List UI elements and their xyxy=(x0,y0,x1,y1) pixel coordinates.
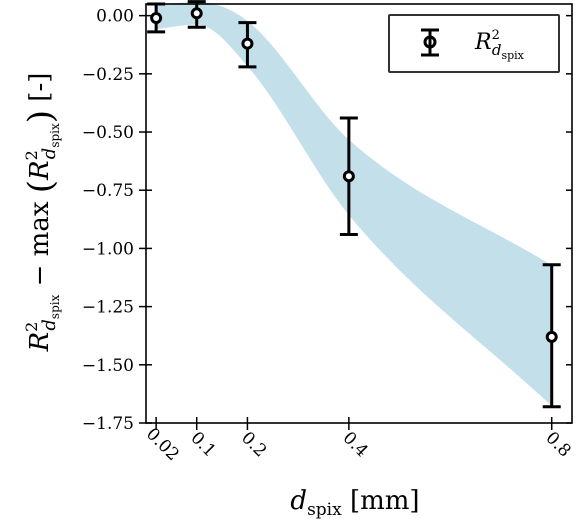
y-tick-label: −0.75 xyxy=(82,181,134,201)
y-tick-label: −1.00 xyxy=(82,239,134,259)
x-tick-label: 0.1 xyxy=(186,428,219,461)
y-tick-label: −1.75 xyxy=(82,414,134,434)
y-tick-label: −0.25 xyxy=(82,65,134,85)
data-point xyxy=(190,7,203,20)
x-tick-label: 0.8 xyxy=(541,428,574,461)
plot-frame xyxy=(145,3,573,424)
data-point xyxy=(545,330,558,343)
data-point xyxy=(342,170,355,183)
y-axis-title: R2dspix − max (R2dspix) [-] xyxy=(21,73,62,353)
svg-text:R2dspix − max (R2dspix) [-]: R2dspix − max (R2dspix) [-] xyxy=(21,73,62,353)
data-point xyxy=(150,11,163,24)
x-tick-label: 0.4 xyxy=(339,428,372,461)
legend-marker xyxy=(423,35,437,49)
y-tick-label: 0.00 xyxy=(96,7,134,27)
legend-label: R2 dspix xyxy=(474,28,525,62)
legend: R2 dspix xyxy=(388,14,560,73)
legend-box xyxy=(388,14,560,73)
confidence-band xyxy=(155,1,553,408)
y-tick-label: −1.50 xyxy=(82,356,134,376)
y-tick-label: −0.50 xyxy=(82,123,134,143)
x-axis-title: dspix [mm] xyxy=(290,486,419,520)
data-point xyxy=(241,37,254,50)
x-tick-label: 0.02 xyxy=(142,424,183,465)
x-tick-label: 0.2 xyxy=(237,428,270,461)
y-tick-label: −1.25 xyxy=(82,298,134,318)
